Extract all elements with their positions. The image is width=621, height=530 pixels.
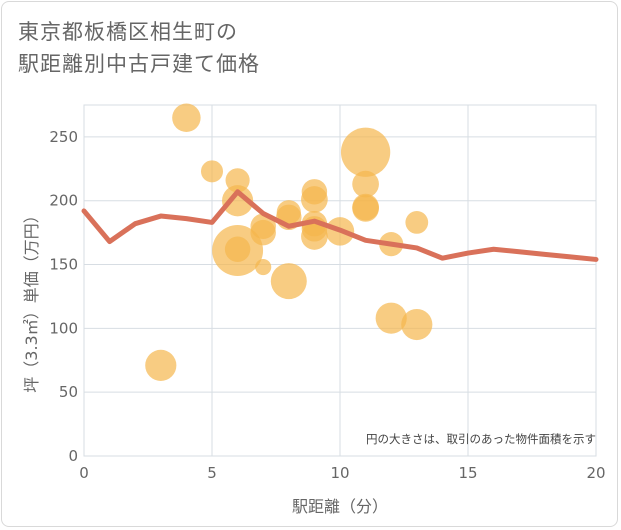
bubble-point bbox=[301, 179, 328, 205]
grid-lines bbox=[83, 104, 597, 457]
x-axis-title: 駅距離（分） bbox=[292, 497, 388, 516]
chart-title: 東京都板橋区相生町の 駅距離別中古戸建て価格 bbox=[18, 20, 260, 76]
bubble-point bbox=[352, 195, 379, 222]
y-tick-label: 200 bbox=[49, 192, 78, 210]
x-tick-label: 10 bbox=[330, 464, 349, 482]
average-line-layer bbox=[81, 189, 599, 262]
y-tick-label: 100 bbox=[49, 319, 78, 337]
bubble-point bbox=[352, 170, 379, 198]
x-tick-label: 5 bbox=[207, 464, 217, 482]
y-tick-label: 150 bbox=[49, 256, 78, 274]
bubble-point bbox=[250, 213, 276, 239]
x-tick-label: 15 bbox=[458, 464, 477, 482]
bubble-point bbox=[401, 308, 433, 341]
bubble-point bbox=[375, 302, 407, 334]
bubble-size-note: 円の大きさは、取引のあった物件面積を示す bbox=[366, 432, 596, 446]
bubble-point bbox=[200, 160, 224, 183]
bubble-point bbox=[222, 185, 254, 217]
x-tick-label: 0 bbox=[79, 464, 89, 482]
bubble-point bbox=[405, 211, 429, 234]
y-axis-title: 坪（3.3㎡）単価（万円） bbox=[22, 207, 41, 392]
y-tick-label: 0 bbox=[68, 447, 78, 465]
x-tick-label: 20 bbox=[586, 464, 605, 482]
bubble-point bbox=[276, 200, 301, 225]
y-tick-label: 250 bbox=[49, 128, 78, 146]
bubble-point bbox=[340, 127, 391, 177]
bubble-point bbox=[145, 349, 177, 381]
bubble-point bbox=[225, 168, 250, 193]
bubble-point bbox=[255, 259, 272, 276]
bubble-point bbox=[270, 263, 307, 300]
bubble-point bbox=[172, 103, 201, 132]
average-price-line bbox=[81, 189, 599, 262]
axis-ticks: 0 50 100 150 200 250 0 5 10 15 20 bbox=[49, 128, 605, 482]
bubble-point bbox=[224, 236, 251, 262]
y-tick-label: 50 bbox=[59, 383, 78, 401]
